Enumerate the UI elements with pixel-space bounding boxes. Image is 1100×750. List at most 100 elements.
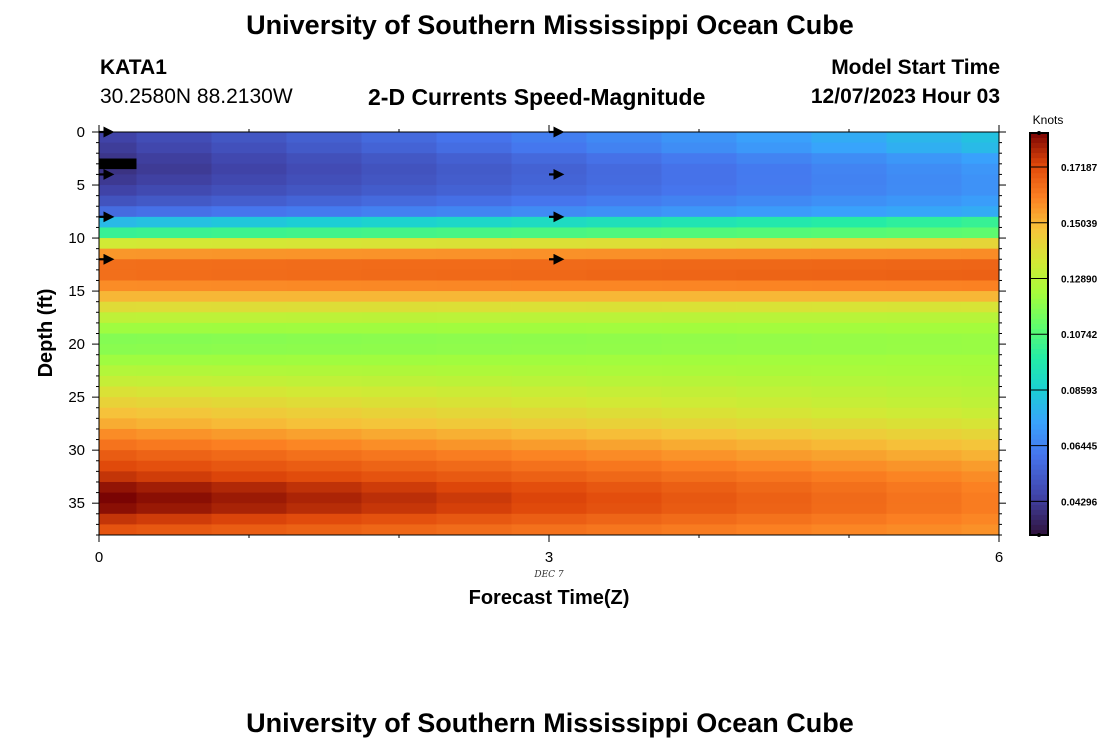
heatmap-cell [511,259,588,271]
heatmap-cell [286,142,363,154]
y-tick-label: 10 [68,230,85,247]
heatmap-cell [586,386,663,398]
heatmap-cell [286,227,363,239]
heatmap-cell [286,365,363,377]
heatmap-cell [961,195,999,207]
colorbar-segment [1030,529,1048,536]
heatmap-cell [511,460,588,472]
colorbar-title: Knots [1033,113,1064,127]
heatmap-cell [961,333,999,345]
heatmap-cell [661,153,738,165]
heatmap-cell [211,195,288,207]
heatmap-cell [661,248,738,260]
heatmap-cell [961,492,999,504]
colorbar-segment [1030,489,1048,496]
heatmap-cell [586,163,663,176]
heatmap-cell [211,227,288,239]
heatmap-cell [436,407,513,419]
heatmap-cell [286,280,363,292]
heatmap-cell [661,386,738,398]
y-tick-label: 20 [68,336,85,353]
x-axis-title: Forecast Time(Z) [469,587,630,609]
heatmap-cell [886,333,963,345]
heatmap-cell [211,291,288,303]
heatmap-cell [886,365,963,377]
heatmap-cell [811,185,888,197]
heatmap-cell [361,227,438,239]
heatmap-cell [99,280,138,292]
colorbar-segment [1030,404,1048,410]
colorbar-segment [1030,153,1048,159]
heatmap-cell [436,365,513,377]
masked-cell [99,158,137,170]
heatmap-cell [99,354,138,366]
heatmap-cell [136,195,213,207]
heatmap-cell [961,481,999,494]
heatmap-cell [211,481,288,494]
heatmap-cell [211,238,288,250]
heatmap-cell [361,195,438,207]
heatmap-cell [811,301,888,313]
heatmap-cell [511,227,588,239]
heatmap-cell [361,397,438,409]
heatmap-cell [661,238,738,250]
heatmap-cell [586,185,663,197]
date-label: DEC 7 [533,570,564,580]
heatmap-cell [436,132,513,144]
heatmap-cell [511,418,588,430]
heatmap-cell [436,344,513,356]
colorbar-segment [1030,273,1048,280]
heatmap-cell [586,354,663,366]
heatmap-cell [436,471,513,483]
heatmap-cell [661,216,738,229]
heatmap-cell [811,269,888,282]
chart-subtitle: 2-D Currents Speed-Magnitude [368,84,706,110]
heatmap-cell [286,407,363,419]
heatmap-cell [886,269,963,282]
heatmap-cell [511,238,588,250]
colorbar-segment [1030,198,1048,204]
colorbar-segment [1030,349,1048,355]
colorbar-segment [1030,243,1048,250]
heatmap-cell [736,397,813,409]
colorbar-segment [1030,449,1048,456]
heatmap-cell [961,280,999,292]
heatmap-cell [661,471,738,483]
heatmap-cell [436,163,513,176]
heatmap-cell [586,418,663,430]
heatmap-cell [961,153,999,165]
heatmap-cell [286,354,363,366]
heatmap-cell [436,312,513,324]
heatmap-cell [511,301,588,313]
y-tick-label: 5 [77,177,85,194]
x-tick-labels: 0 3 6 [95,549,1003,566]
heatmap-cell [511,206,588,218]
colorbar-segment [1030,504,1048,511]
heatmap-cell [99,238,138,250]
colorbar-segment [1030,298,1048,305]
heatmap-cell [136,344,213,356]
heatmap-cell [361,206,438,218]
heatmap-cell [136,333,213,345]
heatmap-cell [436,333,513,345]
heatmap-cell [586,524,663,535]
heatmap-cell [99,460,138,472]
heatmap-cell [436,524,513,535]
heatmap-cell [286,185,363,197]
heatmap-cell [511,280,588,292]
heatmap-cell [361,513,438,525]
heatmap-cell [961,291,999,303]
heatmap-cell [361,460,438,472]
heatmap-cell [211,418,288,430]
heatmap-cell [286,333,363,345]
heatmap-cell [436,291,513,303]
heatmap-cell [361,418,438,430]
heatmap-cell [961,248,999,260]
heatmap-cell [286,450,363,462]
heatmap-cell [511,132,588,144]
heatmap-cell [736,513,813,525]
heatmap-cell [811,513,888,525]
heatmap-cell [886,291,963,303]
heatmap-cell [586,142,663,154]
heatmap-cell [961,174,999,186]
